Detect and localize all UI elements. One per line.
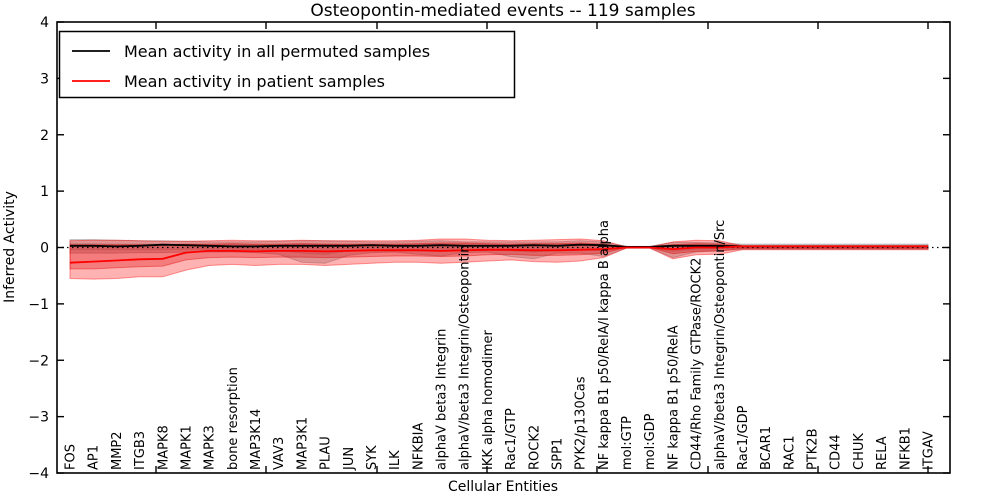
entity-label: CD44/Rho Family GTPase/ROCK2	[690, 258, 705, 470]
legend-label-patient: Mean activity in patient samples	[124, 72, 385, 91]
entity-label: FOS	[64, 444, 79, 470]
entity-label: bone resorption	[226, 367, 241, 470]
y-tick-label: −4	[28, 466, 49, 482]
entity-label: ITGB3	[133, 431, 148, 470]
entity-label: BCAR1	[759, 426, 774, 470]
entity-label: PYK2/p130Cas	[574, 376, 589, 470]
entity-label: PTK2B	[806, 429, 821, 471]
y-tick-label: 2	[40, 128, 49, 144]
entity-label: alphaV/beta3 Integrin/Osteopontin/Src	[713, 220, 728, 470]
entity-label: alphaV beta3 Integrin	[435, 329, 450, 470]
entity-label: RAC1	[782, 435, 797, 470]
y-tick-label: −2	[28, 353, 49, 369]
legend-label-permuted: Mean activity in all permuted samples	[124, 42, 430, 61]
entity-label: JUN	[342, 447, 357, 471]
entity-label: PLAU	[319, 436, 334, 470]
patient-mean-line	[69, 245, 928, 264]
entity-label: RELA	[875, 436, 890, 470]
plot-content: 4 3 2 1 0 −1 −2 −3 −4 FOS AP1 MMP2 ITGB3 MAPK8 MAPK1 MA…	[28, 15, 950, 482]
y-tick-label: −1	[28, 297, 49, 313]
legend: Mean activity in all permuted samples Me…	[58, 30, 516, 99]
entity-label: mol:GDP	[643, 413, 658, 470]
y-tick-label: 3	[40, 71, 49, 87]
entity-label: MAP3K14	[249, 409, 264, 470]
entity-label: MAP3K1	[295, 417, 310, 470]
entity-label: MAPK3	[203, 425, 218, 470]
entity-label: alphaV/beta3 Integrin/Osteopontin	[458, 245, 473, 470]
chart-title: Osteopontin-mediated events -- 119 sampl…	[310, 1, 695, 21]
entity-label: MAPK8	[156, 425, 171, 470]
entity-label: MAPK1	[179, 425, 194, 470]
x-axis-label: Cellular Entities	[448, 479, 558, 495]
entity-label: NFKBIA	[411, 423, 426, 470]
entity-label: AP1	[87, 445, 102, 470]
entity-label: IKK alpha homodimer	[481, 329, 496, 470]
entity-label: CHUK	[852, 433, 867, 470]
entity-label: mol:GTP	[620, 416, 635, 470]
y-tick-label: 4	[40, 15, 49, 31]
entity-label: ILK	[388, 450, 403, 470]
patient-spread-outer-band	[69, 238, 929, 280]
entity-label: CD44	[829, 434, 844, 470]
patient-spread-inner-band	[69, 242, 929, 270]
entity-label: VAV3	[272, 437, 287, 470]
entity-label: MMP2	[110, 431, 125, 470]
entity-label: Rac1/GTP	[504, 408, 519, 470]
y-tick-label: 1	[40, 184, 49, 200]
entity-label: SPP1	[550, 438, 565, 470]
entity-label: NF kappa B1 p50/RelA/I kappa B alpha	[597, 220, 612, 470]
legend-box	[58, 30, 516, 99]
entity-label: NF kappa B1 p50/RelA	[666, 325, 681, 470]
y-tick-label: −3	[28, 410, 49, 426]
entity-label: ITGAV	[922, 431, 937, 470]
y-axis-label: Inferred Activity	[2, 191, 18, 303]
entity-label: SYK	[365, 445, 380, 470]
entity-label: NFKB1	[898, 427, 913, 470]
entity-label: Rac1/GDP	[736, 405, 751, 470]
y-tick-label: 0	[40, 241, 49, 257]
entity-label: ROCK2	[527, 425, 542, 470]
